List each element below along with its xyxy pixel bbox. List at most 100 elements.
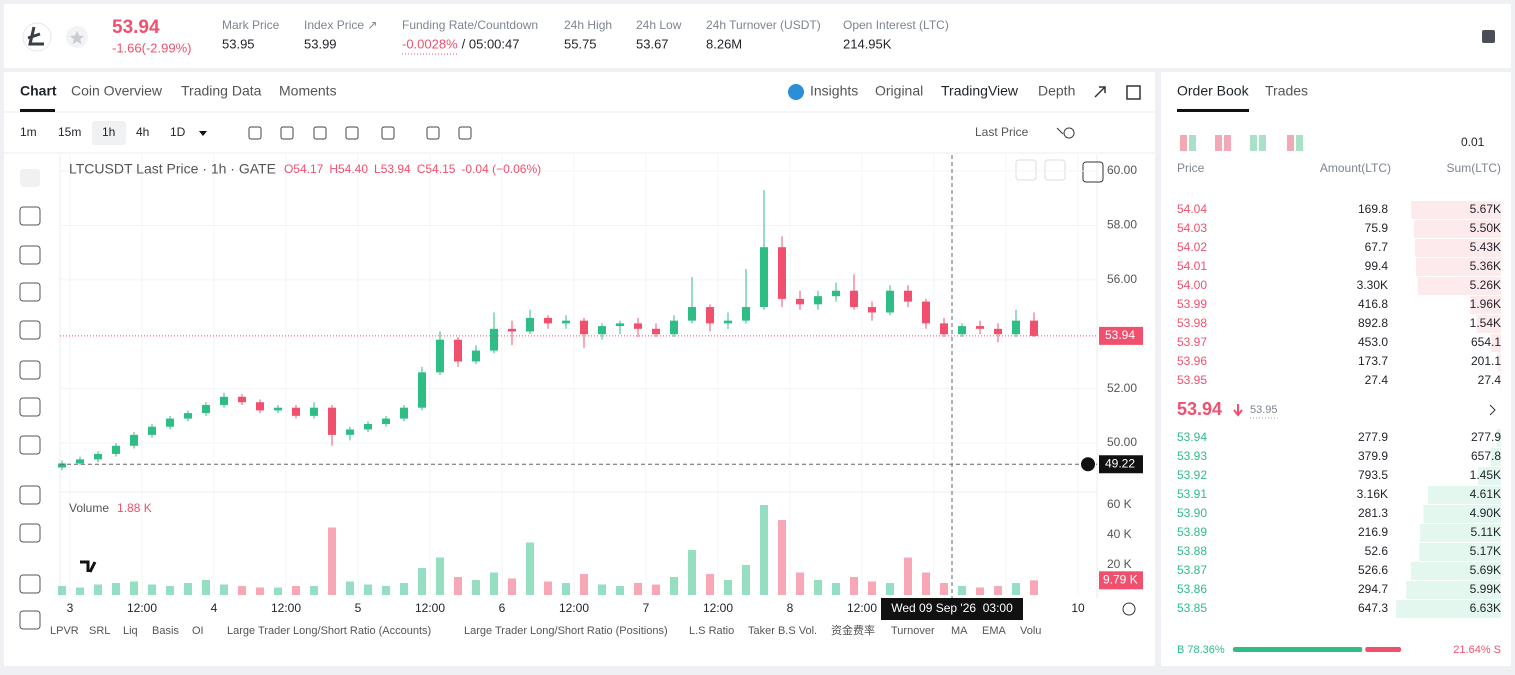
volume-bar: [94, 585, 102, 596]
indicator[interactable]: LPVR: [50, 625, 79, 637]
ohlc-value: O54.17: [284, 162, 324, 176]
book-sum: 201.1: [1471, 354, 1501, 368]
book-price: 53.96: [1177, 354, 1207, 368]
stat-value: 214.95K: [843, 36, 892, 51]
candle-body: [868, 307, 876, 312]
y-tick-label: 58.00: [1107, 218, 1137, 232]
volume-bar: [202, 580, 210, 595]
tab[interactable]: Chart: [20, 83, 57, 99]
ohlc-value: -0.04 (−0.06%): [461, 162, 541, 176]
book-view-icon[interactable]: [1189, 135, 1196, 151]
indicator[interactable]: Liq: [123, 625, 138, 637]
indicator[interactable]: Volu: [1020, 625, 1041, 637]
indicator[interactable]: Basis: [152, 625, 179, 637]
drawing-tool[interactable]: [20, 169, 40, 187]
stat-value: 53.95: [222, 36, 255, 51]
candle-body: [976, 326, 984, 329]
interval[interactable]: 1m: [20, 125, 37, 139]
stat-label: Index Price ↗: [304, 18, 377, 32]
last-volume-label: 9.79 K: [1103, 572, 1138, 586]
indicator[interactable]: Turnover: [891, 625, 935, 637]
candle-body: [490, 329, 498, 351]
indicator[interactable]: Taker B.S Vol.: [748, 625, 817, 637]
candle-body: [292, 408, 300, 416]
mark-price: 53.95: [1250, 404, 1278, 416]
ob-tab[interactable]: Order Book: [1177, 83, 1250, 99]
volume-tick-label: 40 K: [1107, 527, 1132, 541]
book-view-icon[interactable]: [1180, 135, 1187, 151]
view-tab[interactable]: Depth: [1038, 83, 1075, 99]
book-amount: 3.16K: [1357, 487, 1388, 501]
volume-tick-label: 20 K: [1107, 557, 1132, 571]
interval[interactable]: 15m: [58, 125, 81, 139]
book-price: 53.89: [1177, 525, 1207, 539]
settings-icon[interactable]: [1482, 30, 1495, 43]
book-price: 53.86: [1177, 582, 1207, 596]
indicator[interactable]: L.S Ratio: [689, 625, 734, 637]
book-price: 53.97: [1177, 335, 1207, 349]
candle-body: [922, 302, 930, 324]
tab[interactable]: Trading Data: [181, 83, 262, 99]
view-tab[interactable]: TradingView: [941, 83, 1019, 99]
indicator[interactable]: SRL: [89, 625, 110, 637]
interval[interactable]: 1h: [102, 125, 115, 139]
volume-bar: [706, 574, 714, 595]
price-source[interactable]: Last Price: [975, 125, 1029, 139]
volume-bar: [274, 588, 282, 596]
candle-body: [148, 427, 156, 435]
precision[interactable]: 0.01: [1461, 135, 1485, 149]
interval[interactable]: 1D: [170, 125, 186, 139]
add-alert-button[interactable]: [1081, 457, 1095, 471]
indicator[interactable]: Large Trader Long/Short Ratio (Accounts): [227, 625, 431, 637]
book-view-icon[interactable]: [1215, 135, 1222, 151]
candle-body: [202, 405, 210, 413]
candle-body: [472, 351, 480, 362]
candle-body: [382, 419, 390, 424]
stat-value: 53.67: [636, 36, 669, 51]
volume-bar: [508, 579, 516, 596]
candle-body: [400, 408, 408, 419]
x-tick-label: 4: [211, 601, 218, 615]
volume-bar: [814, 580, 822, 595]
volume-bar: [1030, 580, 1038, 595]
indicator[interactable]: EMA: [982, 625, 1007, 637]
candle-body: [778, 247, 786, 299]
book-view-icon[interactable]: [1224, 135, 1231, 151]
volume-bar: [994, 586, 1002, 595]
view-tab[interactable]: Original: [875, 83, 923, 99]
tab[interactable]: Coin Overview: [71, 83, 163, 99]
volume-bar: [436, 558, 444, 596]
volume-bar: [634, 583, 642, 595]
volume-bar: [1012, 583, 1020, 595]
volume-bar: [238, 586, 246, 595]
stat-label: Open Interest (LTC): [843, 18, 949, 32]
volume-bar: [616, 586, 624, 595]
indicator[interactable]: Large Trader Long/Short Ratio (Positions…: [464, 625, 668, 637]
view-tab[interactable]: Insights: [810, 83, 858, 99]
volume-bar: [904, 558, 912, 596]
book-view-icon[interactable]: [1250, 135, 1257, 151]
book-view-icon[interactable]: [1287, 135, 1294, 151]
candle-body: [454, 340, 462, 362]
volume-bar: [526, 543, 534, 596]
tab[interactable]: Moments: [279, 83, 337, 99]
indicator[interactable]: OI: [192, 625, 204, 637]
indicator[interactable]: MA: [951, 625, 968, 637]
x-tick-label: 6: [499, 601, 506, 615]
candle-body: [688, 307, 696, 321]
book-price: 54.03: [1177, 221, 1207, 235]
book-amount: 169.8: [1358, 202, 1388, 216]
interval[interactable]: 4h: [136, 125, 149, 139]
candle-body: [940, 323, 948, 334]
candle-body: [598, 326, 606, 334]
book-amount: 173.7: [1358, 354, 1388, 368]
ob-tab[interactable]: Trades: [1265, 83, 1308, 99]
volume-bar: [310, 586, 318, 595]
candle-body: [886, 291, 894, 313]
candle-body: [94, 454, 102, 459]
book-view-icon[interactable]: [1259, 135, 1266, 151]
candle-body: [130, 435, 138, 446]
book-view-icon[interactable]: [1296, 135, 1303, 151]
indicator[interactable]: 资金费率: [831, 623, 875, 637]
book-amount: 52.6: [1365, 544, 1389, 558]
